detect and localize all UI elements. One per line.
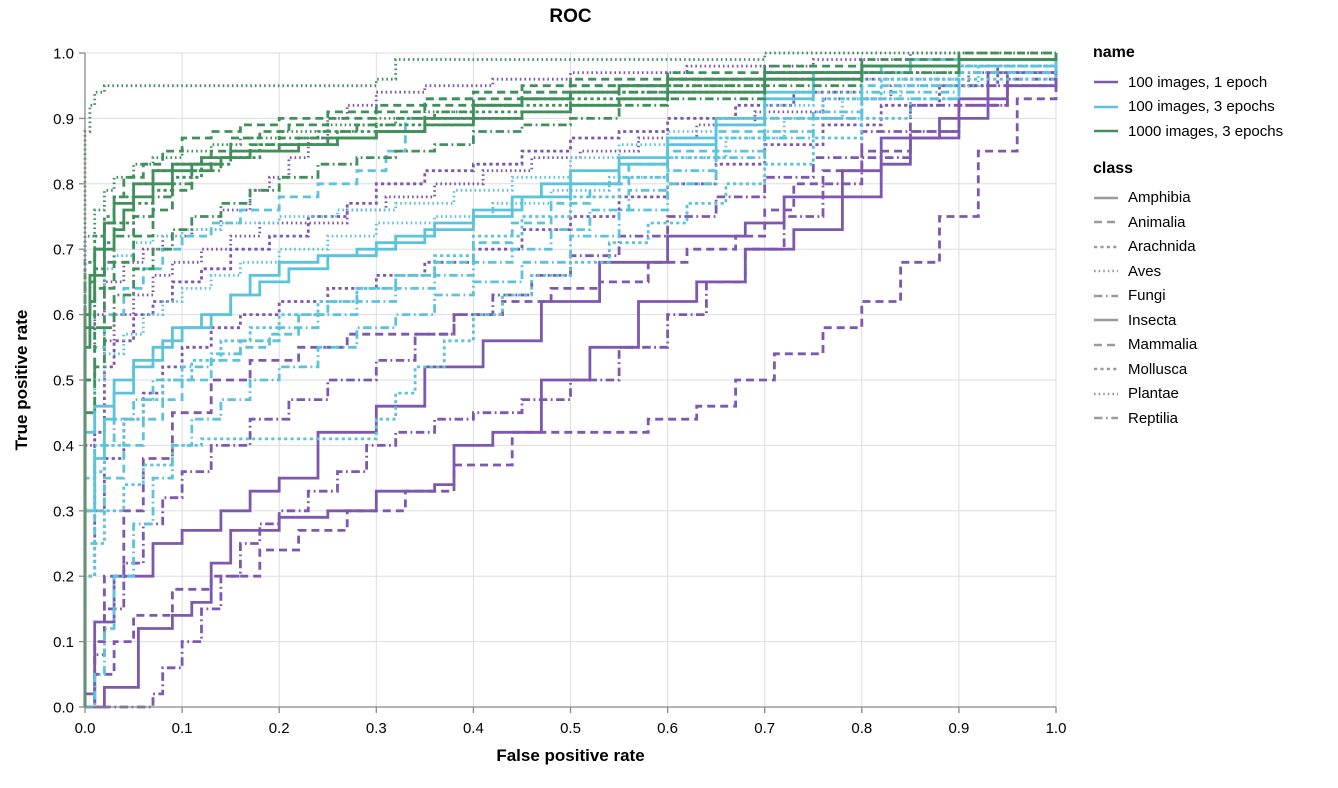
roc-curve xyxy=(85,53,1058,709)
legend-item-label: Arachnida xyxy=(1128,238,1196,256)
y-tick-label: 0.6 xyxy=(53,307,74,324)
legend-item-class: Insecta xyxy=(1093,308,1333,333)
legend-item-class: Mammalia xyxy=(1093,333,1333,358)
legend-item-label: Mollusca xyxy=(1128,360,1188,378)
y-tick-label: 0.3 xyxy=(53,503,74,520)
roc-curve xyxy=(83,53,1058,707)
legend-line-swatch xyxy=(1094,416,1118,420)
legend-item-label: Aves xyxy=(1128,262,1162,280)
legend-item-label: Plantae xyxy=(1128,385,1179,403)
legend-item-label: Fungi xyxy=(1128,287,1166,305)
legend-item-class: Reptilia xyxy=(1093,406,1333,431)
legend-line-swatch xyxy=(1094,80,1118,84)
x-axis-title: False positive rate xyxy=(496,746,645,765)
x-tick-label: 0.5 xyxy=(560,720,581,737)
y-tick-label: 1.0 xyxy=(53,46,74,63)
legend-line-swatch xyxy=(1094,294,1118,298)
y-tick-label: 0.2 xyxy=(53,569,74,586)
roc-curve xyxy=(83,53,1058,707)
roc-curve xyxy=(83,53,1058,707)
legend-item-class: Amphibia xyxy=(1093,186,1333,211)
axes: 0.0 0.1 0.2 0.3 0.4 0.5 0.6 0.7 0.8 0.9 1.0 0.0 0.1 0… xyxy=(53,46,1066,738)
legend-item-label: Amphibia xyxy=(1128,189,1191,207)
x-tick-label: 0.7 xyxy=(754,720,775,737)
legend-item-name: 1000 images, 3 epochs xyxy=(1093,119,1333,144)
x-tick-label: 0.3 xyxy=(366,720,387,737)
roc-curve xyxy=(83,51,1056,707)
x-tick-label: 0.6 xyxy=(657,720,678,737)
legend-class-items: Amphibia Animalia Arachnida Aves Fungi Insect… xyxy=(1093,186,1333,431)
y-tick-label: 0.4 xyxy=(53,438,74,455)
y-tick-label: 0.8 xyxy=(53,176,74,193)
y-tick-label: 0.5 xyxy=(53,373,74,390)
legend-line-swatch xyxy=(1094,196,1118,200)
chart-title: ROC xyxy=(549,6,592,27)
legend-item-label: Animalia xyxy=(1128,213,1186,231)
legend-item-class: Mollusca xyxy=(1093,357,1333,382)
y-tick-label: 0.9 xyxy=(53,111,74,128)
legend-line-swatch xyxy=(1094,220,1118,224)
roc-curve xyxy=(85,53,1058,709)
legend-item-name: 100 images, 3 epochs xyxy=(1093,95,1333,120)
x-tick-label: 0.9 xyxy=(948,720,969,737)
legend-item-class: Fungi xyxy=(1093,284,1333,309)
legend-item-class: Animalia xyxy=(1093,210,1333,235)
roc-curve xyxy=(85,53,1058,709)
legend-line-swatch xyxy=(1094,367,1118,371)
legend-item-label: Reptilia xyxy=(1128,409,1179,427)
x-tick-label: 0.2 xyxy=(269,720,290,737)
roc-curve xyxy=(83,53,1058,707)
roc-curves xyxy=(83,51,1058,709)
y-axis-title: True positive rate xyxy=(12,309,31,451)
legend-line-swatch xyxy=(1094,129,1118,133)
legend-line-swatch xyxy=(1094,245,1118,249)
legend-item-label: 100 images, 1 epoch xyxy=(1128,73,1268,91)
legend-item-label: Insecta xyxy=(1128,311,1177,329)
legend-item-class: Aves xyxy=(1093,259,1333,284)
roc-curve xyxy=(83,53,1058,707)
x-tick-label: 0.0 xyxy=(75,720,96,737)
x-tick-label: 0.1 xyxy=(172,720,193,737)
legend-name-title: name xyxy=(1093,44,1135,61)
legend-line-swatch xyxy=(1094,269,1118,273)
legend-item-class: Plantae xyxy=(1093,382,1333,407)
y-tick-label: 0.1 xyxy=(53,634,74,651)
x-tick-label: 1.0 xyxy=(1046,720,1067,737)
y-tick-label: 0.7 xyxy=(53,242,74,259)
legend-line-swatch xyxy=(1094,318,1118,322)
roc-curve xyxy=(83,53,1058,707)
legend-item-label: Mammalia xyxy=(1128,336,1198,354)
legend-class-title: class xyxy=(1093,159,1134,177)
legend-item-class: Arachnida xyxy=(1093,235,1333,260)
legend-line-swatch xyxy=(1094,105,1118,109)
legend-item-label: 100 images, 3 epochs xyxy=(1128,98,1275,116)
y-tick-label: 0.0 xyxy=(53,700,74,717)
legend-item-label: 1000 images, 3 epochs xyxy=(1128,122,1284,140)
roc-curve xyxy=(85,53,1058,709)
legend-line-swatch xyxy=(1094,343,1118,347)
legend-line-swatch xyxy=(1094,392,1118,396)
legend: name 100 images, 1 epoch 100 images, 3 ep… xyxy=(1093,44,1333,431)
legend-name-items: 100 images, 1 epoch 100 images, 3 epochs 1… xyxy=(1093,70,1333,144)
roc-curve xyxy=(83,53,1058,707)
roc-curve xyxy=(85,53,1058,709)
legend-item-name: 100 images, 1 epoch xyxy=(1093,70,1333,95)
roc-curve xyxy=(83,53,1058,707)
roc-curve xyxy=(83,53,1058,707)
x-tick-label: 0.4 xyxy=(463,720,484,737)
x-tick-label: 0.8 xyxy=(851,720,872,737)
roc-curve xyxy=(83,53,1058,707)
